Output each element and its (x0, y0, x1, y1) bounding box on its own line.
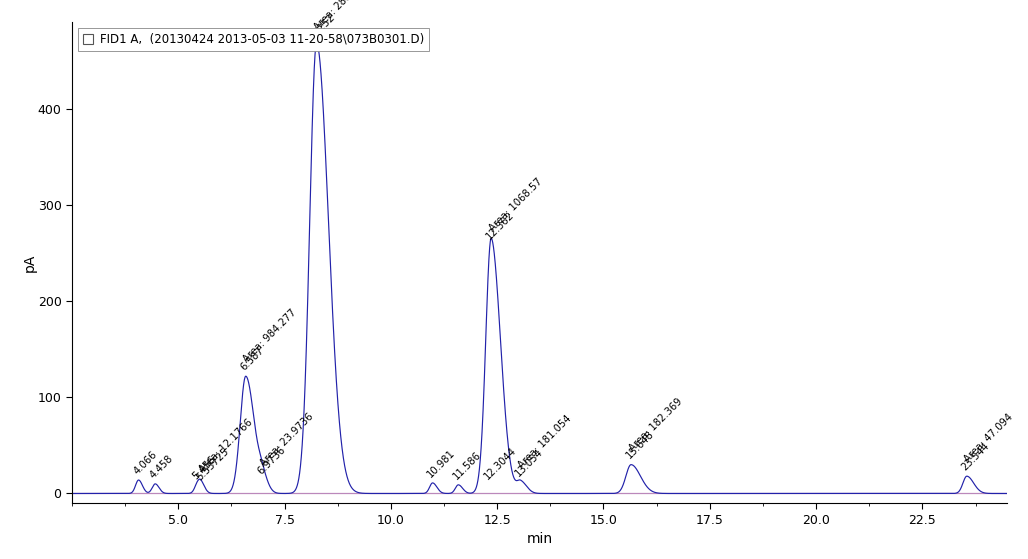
Text: 12.362: 12.362 (484, 210, 516, 241)
Text: Area: 2882.24: Area: 2882.24 (313, 0, 369, 32)
Text: 4.066: 4.066 (132, 449, 158, 476)
Text: 15.648: 15.648 (624, 429, 656, 461)
Text: Area: 47.094: Area: 47.094 (962, 412, 1015, 465)
Y-axis label: pA: pA (23, 254, 36, 272)
Text: Area: 1068.57: Area: 1068.57 (487, 177, 544, 234)
Text: 6.9736: 6.9736 (255, 444, 287, 476)
Text: 6.587: 6.587 (238, 345, 266, 372)
Text: 5.456: 5.456 (190, 454, 218, 481)
Legend: FID1 A,  (20130424 2013-05-03 11-20-58\073B0301.D): FID1 A, (20130424 2013-05-03 11-20-58\07… (78, 29, 430, 51)
Text: 10.981: 10.981 (426, 447, 457, 479)
Text: 23.544: 23.544 (960, 440, 991, 472)
Text: 13.054: 13.054 (514, 447, 545, 478)
Text: 11.586: 11.586 (451, 449, 483, 481)
X-axis label: min: min (526, 532, 553, 546)
Text: 5.53725: 5.53725 (194, 446, 230, 482)
Text: Area: 23.9736: Area: 23.9736 (258, 411, 316, 468)
Text: Area: 12.1766: Area: 12.1766 (197, 417, 254, 474)
Text: 4.458: 4.458 (148, 453, 176, 480)
Text: 12.3044: 12.3044 (482, 445, 518, 481)
Text: Area: 182.369: Area: 182.369 (627, 396, 684, 453)
Text: Area: 984.277: Area: 984.277 (242, 307, 299, 364)
Text: Area: 181.054: Area: 181.054 (517, 414, 574, 471)
Text: 8.252: 8.252 (309, 12, 337, 40)
